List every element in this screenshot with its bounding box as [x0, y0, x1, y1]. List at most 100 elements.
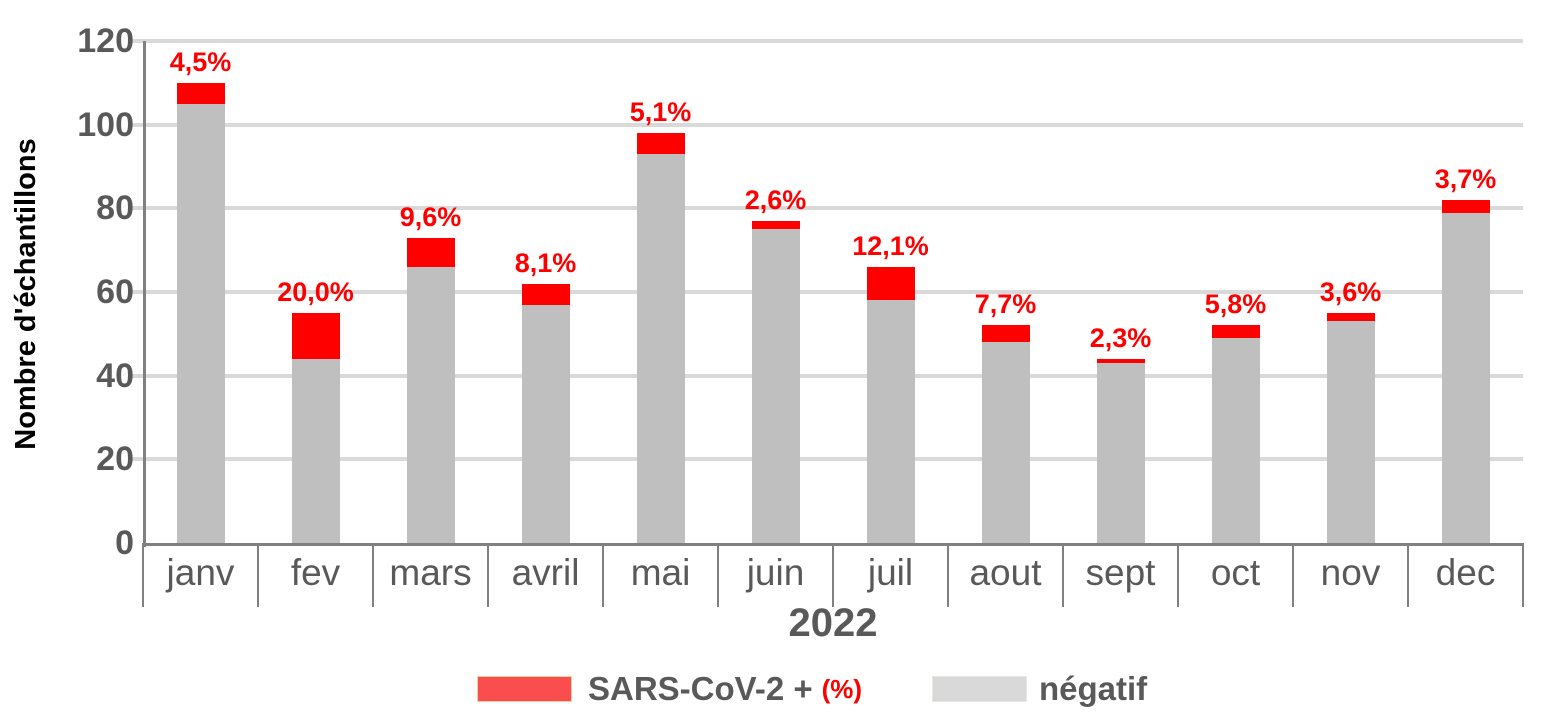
- category-separator-11: [1407, 543, 1409, 607]
- bar-janv: [176, 82, 225, 543]
- bar-oct-positive-segment: [1211, 325, 1260, 338]
- legend-negative-label: négatif: [1039, 670, 1148, 707]
- y-tick-mark-20: [132, 457, 143, 462]
- y-tick-label-40: 40: [96, 356, 134, 395]
- percent-label-dec: 3,7%: [1434, 163, 1497, 194]
- x-tick-label-juil: juil: [867, 552, 914, 593]
- percent-label-juin: 2,6%: [744, 184, 807, 215]
- gridline-80: [143, 206, 1523, 211]
- category-separator-1: [257, 543, 259, 607]
- bar-mai-negative-segment: [636, 153, 685, 543]
- category-separator-4: [602, 543, 604, 607]
- bar-oct-negative-segment: [1211, 338, 1260, 543]
- category-separator-3: [487, 543, 489, 607]
- y-axis-line: [143, 41, 146, 547]
- y-tick-label-60: 60: [96, 273, 134, 311]
- y-tick-label-20: 20: [96, 440, 134, 479]
- legend-positive-swatch: [477, 676, 572, 702]
- gridline-40: [143, 373, 1523, 378]
- category-separator-8: [1062, 543, 1064, 607]
- x-tick-label-juin: juin: [746, 552, 805, 593]
- percent-label-mars: 9,6%: [399, 201, 462, 232]
- bar-janv-negative-segment: [176, 103, 225, 543]
- gridline-100: [143, 122, 1523, 127]
- legend-item-negative: négatif: [932, 668, 1147, 710]
- category-separator-5: [717, 543, 719, 607]
- bar-nov: [1326, 312, 1375, 543]
- x-tick-label-oct: oct: [1210, 552, 1261, 593]
- bar-oct: [1211, 325, 1260, 543]
- percent-label-mai: 5,1%: [629, 97, 692, 128]
- category-separator-2: [372, 543, 374, 607]
- x-tick-label-fev: fev: [290, 552, 341, 593]
- percent-label-nov: 3,6%: [1319, 276, 1382, 307]
- bar-mars-positive-segment: [406, 237, 455, 267]
- x-tick-label-sept: sept: [1085, 552, 1156, 593]
- x-tick-label-dec: dec: [1435, 552, 1496, 593]
- bar-dec-negative-segment: [1441, 212, 1490, 543]
- y-tick-mark-60: [132, 290, 143, 294]
- x-tick-label-aout: aout: [969, 552, 1042, 593]
- bar-aout-positive-segment: [981, 325, 1030, 343]
- y-tick-mark-100: [132, 122, 143, 127]
- bar-mars: [406, 237, 455, 543]
- category-separator-9: [1177, 543, 1179, 607]
- y-tick-label-0: 0: [115, 524, 134, 562]
- x-axis-year-label: 2022: [788, 601, 878, 645]
- bar-fev-positive-segment: [291, 312, 340, 359]
- gridline-60: [143, 290, 1523, 294]
- category-separator-12: [1522, 543, 1524, 607]
- legend-positive-label: SARS-CoV-2 +: [588, 670, 813, 707]
- bar-aout: [981, 325, 1030, 543]
- x-tick-label-mars: mars: [389, 552, 472, 593]
- bar-sept: [1096, 358, 1145, 543]
- legend-negative-swatch: [932, 676, 1027, 702]
- legend-positive-percent-suffix: (%): [821, 673, 863, 704]
- gridline-20: [143, 457, 1523, 462]
- bar-nov-negative-segment: [1326, 321, 1375, 543]
- bar-juil-positive-segment: [866, 266, 915, 301]
- bar-dec: [1441, 199, 1490, 543]
- bar-mars-negative-segment: [406, 266, 455, 543]
- x-tick-label-janv: janv: [166, 552, 235, 593]
- category-separator-6: [832, 543, 834, 607]
- percent-label-fev: 20,0%: [277, 276, 354, 307]
- percent-label-janv: 4,5%: [169, 46, 232, 77]
- bar-mai: [636, 133, 685, 543]
- bar-nov-positive-segment: [1326, 312, 1375, 322]
- bar-juil-negative-segment: [866, 300, 915, 543]
- x-tick-label-nov: nov: [1320, 552, 1381, 593]
- bar-juin-positive-segment: [751, 220, 800, 230]
- x-tick-label-avril: avril: [511, 552, 580, 593]
- percent-label-juil: 12,1%: [852, 230, 929, 261]
- bar-juin: [751, 220, 800, 543]
- percent-label-avril: 8,1%: [514, 247, 577, 278]
- category-separator-10: [1292, 543, 1294, 607]
- x-tick-label-mai: mai: [630, 552, 691, 593]
- bar-sept-positive-segment: [1096, 358, 1145, 364]
- bar-avril-negative-segment: [521, 304, 570, 543]
- bar-mai-positive-segment: [636, 133, 685, 154]
- y-tick-mark-120: [132, 39, 143, 43]
- y-tick-mark-80: [132, 206, 143, 211]
- bar-sept-negative-segment: [1096, 363, 1145, 543]
- percent-label-sept: 2,3%: [1089, 322, 1152, 353]
- y-tick-label-100: 100: [77, 105, 134, 144]
- bar-fev: [291, 312, 340, 543]
- category-separator-0: [142, 543, 144, 607]
- y-tick-label-120: 120: [77, 22, 134, 60]
- bar-dec-positive-segment: [1441, 199, 1490, 213]
- y-tick-label-80: 80: [96, 189, 134, 228]
- percent-label-oct: 5,8%: [1204, 289, 1267, 320]
- category-separator-7: [947, 543, 949, 607]
- y-tick-mark-40: [132, 373, 143, 378]
- bar-fev-negative-segment: [291, 358, 340, 543]
- legend-item-positive: SARS-CoV-2 + (%): [477, 668, 862, 710]
- bar-juin-negative-segment: [751, 229, 800, 543]
- bar-avril: [521, 283, 570, 543]
- bar-avril-positive-segment: [521, 283, 570, 305]
- gridline-120: [143, 39, 1523, 43]
- bar-aout-negative-segment: [981, 342, 1030, 543]
- percent-label-aout: 7,7%: [974, 289, 1037, 320]
- bar-janv-positive-segment: [176, 82, 225, 104]
